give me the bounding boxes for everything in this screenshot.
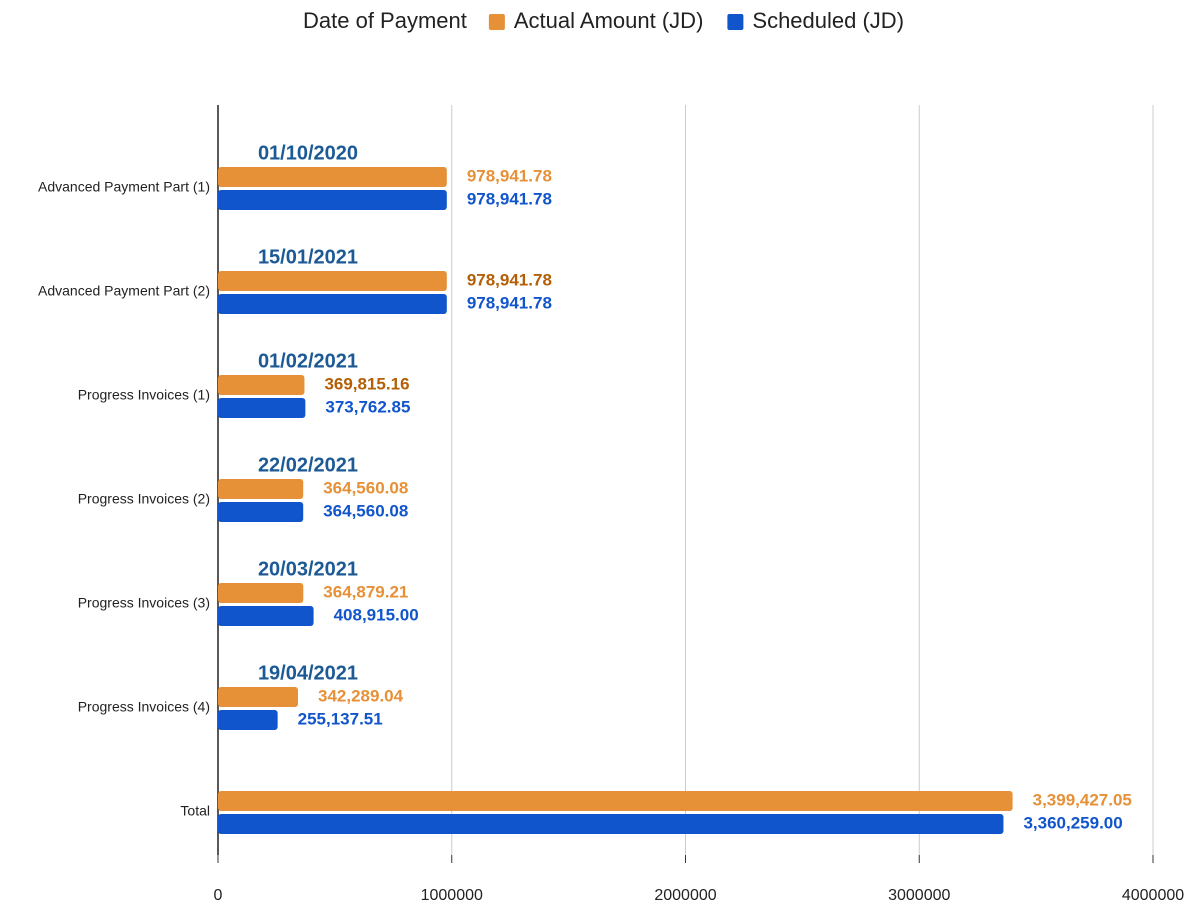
x-tick-label: 1000000: [421, 887, 483, 904]
date-label: 01/02/2021: [258, 350, 358, 372]
bar: [218, 271, 447, 291]
bar: [218, 583, 304, 603]
date-label: 20/03/2021: [258, 558, 358, 580]
legend-label: Scheduled (JD): [752, 8, 904, 33]
value-label: 364,560.08: [323, 478, 408, 497]
bar: [218, 190, 447, 210]
y-tick-label: Progress Invoices (2): [78, 491, 210, 507]
legend-label: Actual Amount (JD): [514, 8, 704, 33]
bar: [218, 502, 304, 522]
x-tick-label: 4000000: [1122, 887, 1184, 904]
date-label: 01/10/2020: [258, 142, 358, 164]
y-tick-label: Advanced Payment Part (2): [38, 283, 210, 299]
value-label: 255,137.51: [298, 709, 383, 728]
x-tick-label: 0: [214, 887, 223, 904]
y-tick-label: Total: [180, 803, 210, 819]
bar: [218, 687, 299, 707]
value-label: 978,941.78: [467, 189, 552, 208]
legend-swatch: [488, 14, 505, 30]
bar: [218, 814, 1004, 834]
value-label: 978,941.78: [467, 166, 552, 185]
value-label: 364,560.08: [323, 501, 408, 520]
date-label: 15/01/2021: [258, 246, 358, 268]
value-label: 373,762.85: [325, 397, 410, 416]
bar: [218, 375, 305, 395]
bar: [218, 294, 447, 314]
bar: [218, 479, 304, 499]
x-tick-label: 3000000: [888, 887, 950, 904]
bar: [218, 791, 1013, 811]
legend-swatch: [727, 14, 744, 30]
y-tick-label: Progress Invoices (3): [78, 595, 210, 611]
date-label: 19/04/2021: [258, 662, 358, 684]
y-tick-label: Progress Invoices (1): [78, 387, 210, 403]
value-label: 978,941.78: [467, 293, 552, 312]
value-label: 342,289.04: [318, 686, 404, 705]
value-label: 3,360,259.00: [1023, 813, 1122, 832]
value-label: 3,399,427.05: [1033, 790, 1132, 809]
date-label: 22/02/2021: [258, 454, 358, 476]
value-label: 978,941.78: [467, 270, 552, 289]
value-label: 408,915.00: [334, 605, 419, 624]
bar: [218, 606, 314, 626]
legend-label: Date of Payment: [303, 8, 467, 33]
y-tick-label: Progress Invoices (4): [78, 699, 210, 715]
bar: [218, 398, 306, 418]
bar: [218, 710, 278, 730]
bar: [218, 167, 447, 187]
value-label: 364,879.21: [323, 582, 408, 601]
y-tick-label: Advanced Payment Part (1): [38, 179, 210, 195]
x-tick-label: 2000000: [654, 887, 716, 904]
value-label: 369,815.16: [324, 374, 409, 393]
